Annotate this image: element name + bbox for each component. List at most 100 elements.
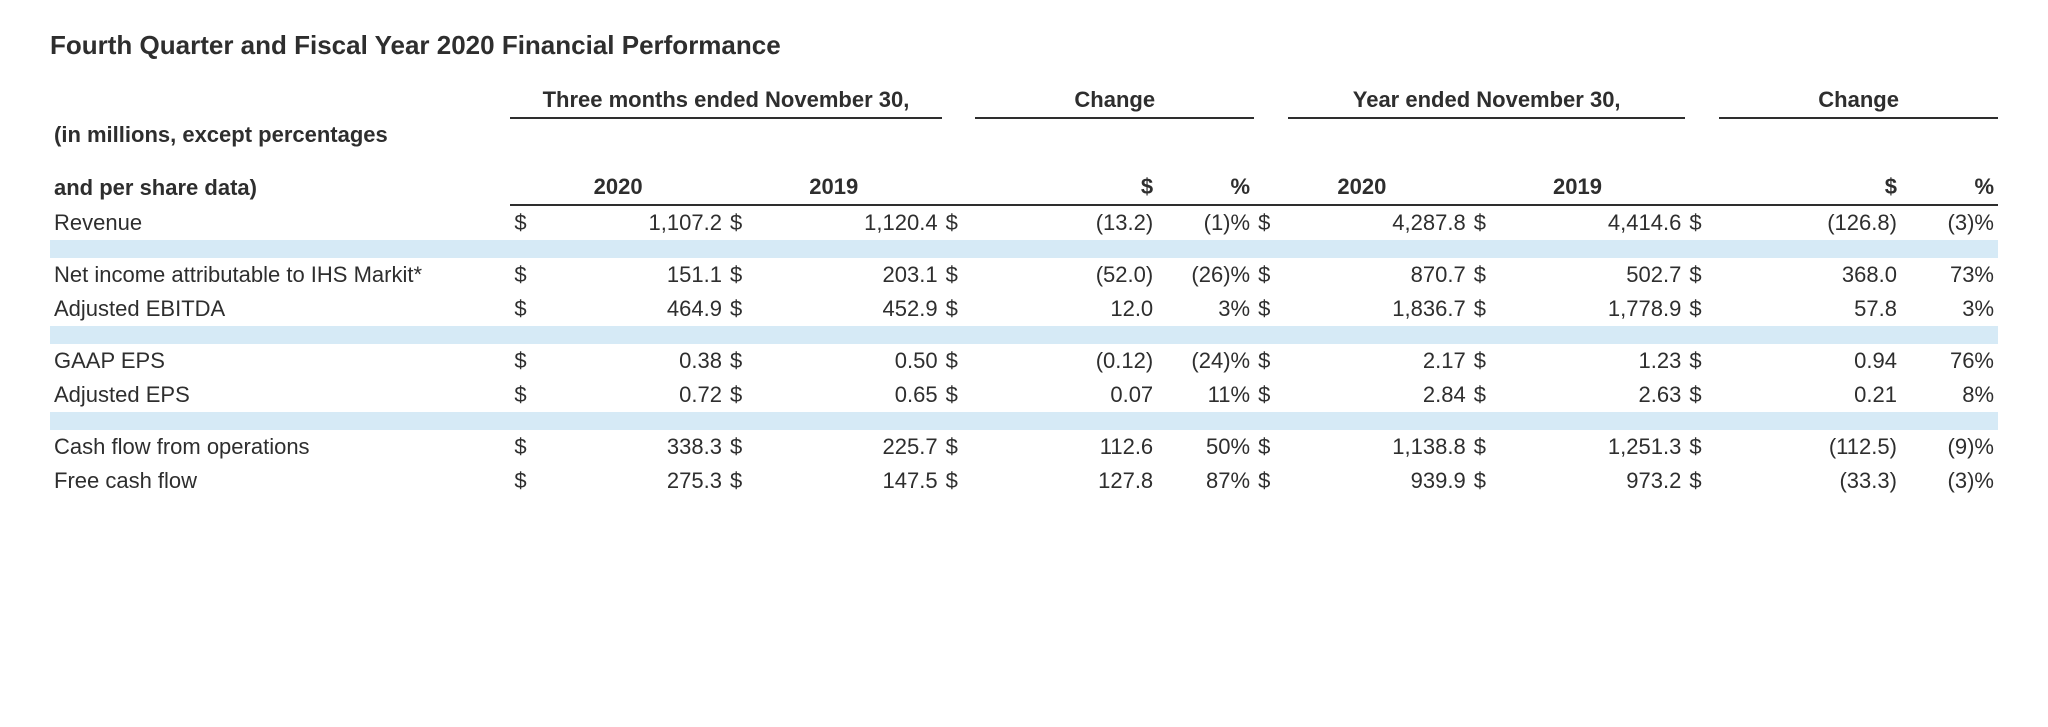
currency-symbol: $ [726,258,760,292]
currency-symbol: $ [942,464,976,498]
row-label: Net income attributable to IHS Markit* [50,258,510,292]
currency-symbol: $ [942,344,976,378]
cell-value: 1,138.8 [1288,430,1470,464]
cell-value: 2.63 [1504,378,1686,412]
row-label: Adjusted EBITDA [50,292,510,326]
col-dollar-y: $ [1685,170,1901,205]
currency-symbol: $ [942,430,976,464]
cell-value: 57.8 [1719,292,1901,326]
currency-symbol: $ [942,205,976,240]
row-label: Adjusted EPS [50,378,510,412]
cell-value: (26)% [1157,258,1254,292]
currency-symbol: $ [510,258,544,292]
cell-value: 4,287.8 [1288,205,1470,240]
cell-value: 464.9 [544,292,726,326]
currency-symbol: $ [1254,344,1288,378]
currency-symbol: $ [726,292,760,326]
cell-value: (33.3) [1719,464,1901,498]
cell-value: 452.9 [760,292,942,326]
col-pct-y: % [1901,170,1998,205]
separator-row [50,412,1998,430]
cell-value: 338.3 [544,430,726,464]
currency-symbol: $ [1254,430,1288,464]
currency-symbol: $ [1470,205,1504,240]
subtitle-row-1: (in millions, except percentages [50,118,1998,152]
cell-value: 3% [1157,292,1254,326]
table-row: Adjusted EBITDA $464.9 $452.9 $12.0 3% $… [50,292,1998,326]
header-change-q: Change [975,83,1254,118]
cell-value: 203.1 [760,258,942,292]
cell-value: (9)% [1901,430,1998,464]
currency-symbol: $ [1254,378,1288,412]
currency-symbol: $ [1254,292,1288,326]
currency-symbol: $ [726,430,760,464]
currency-symbol: $ [1685,344,1719,378]
cell-value: 0.07 [975,378,1157,412]
cell-value: (112.5) [1719,430,1901,464]
currency-symbol: $ [1685,258,1719,292]
table-row: Net income attributable to IHS Markit* $… [50,258,1998,292]
currency-symbol: $ [510,205,544,240]
currency-symbol: $ [942,292,976,326]
cell-value: 8% [1901,378,1998,412]
currency-symbol: $ [510,430,544,464]
row-label: Revenue [50,205,510,240]
col-2019-y: 2019 [1470,170,1686,205]
currency-symbol: $ [1470,258,1504,292]
cell-value: 87% [1157,464,1254,498]
currency-symbol: $ [726,464,760,498]
cell-value: (1)% [1157,205,1254,240]
cell-value: 127.8 [975,464,1157,498]
currency-symbol: $ [1470,344,1504,378]
currency-symbol: $ [510,378,544,412]
cell-value: 0.65 [760,378,942,412]
col-dollar-q: $ [942,170,1158,205]
cell-value: 502.7 [1504,258,1686,292]
header-change-y: Change [1719,83,1998,118]
cell-value: 12.0 [975,292,1157,326]
cell-value: 0.38 [544,344,726,378]
cell-value: 0.50 [760,344,942,378]
cell-value: 1,120.4 [760,205,942,240]
cell-value: 2.17 [1288,344,1470,378]
col-2019-q: 2019 [726,170,942,205]
currency-symbol: $ [1470,378,1504,412]
header-three-months: Three months ended November 30, [510,83,941,118]
row-label: GAAP EPS [50,344,510,378]
cell-value: (52.0) [975,258,1157,292]
currency-symbol: $ [1685,464,1719,498]
currency-symbol: $ [726,344,760,378]
cell-value: 3% [1901,292,1998,326]
cell-value: 368.0 [1719,258,1901,292]
currency-symbol: $ [942,378,976,412]
currency-symbol: $ [1685,378,1719,412]
financial-table: Three months ended November 30, Change Y… [50,83,1998,498]
cell-value: 870.7 [1288,258,1470,292]
cell-value: 76% [1901,344,1998,378]
cell-value: (13.2) [975,205,1157,240]
cell-value: 151.1 [544,258,726,292]
cell-value: 73% [1901,258,1998,292]
page-title: Fourth Quarter and Fiscal Year 2020 Fina… [50,30,1998,61]
row-label: Cash flow from operations [50,430,510,464]
currency-symbol: $ [1685,292,1719,326]
group-header-row: Three months ended November 30, Change Y… [50,83,1998,118]
cell-value: 2.84 [1288,378,1470,412]
currency-symbol: $ [1470,292,1504,326]
cell-value: 1,836.7 [1288,292,1470,326]
currency-symbol: $ [510,292,544,326]
cell-value: 1.23 [1504,344,1686,378]
currency-symbol: $ [510,344,544,378]
cell-value: 973.2 [1504,464,1686,498]
col-pct-q: % [1157,170,1254,205]
cell-value: 50% [1157,430,1254,464]
currency-symbol: $ [726,378,760,412]
separator-row [50,240,1998,258]
cell-value: 4,414.6 [1504,205,1686,240]
cell-value: 112.6 [975,430,1157,464]
cell-value: 0.72 [544,378,726,412]
cell-value: 1,251.3 [1504,430,1686,464]
header-year: Year ended November 30, [1288,83,1685,118]
currency-symbol: $ [1470,430,1504,464]
currency-symbol: $ [1254,258,1288,292]
